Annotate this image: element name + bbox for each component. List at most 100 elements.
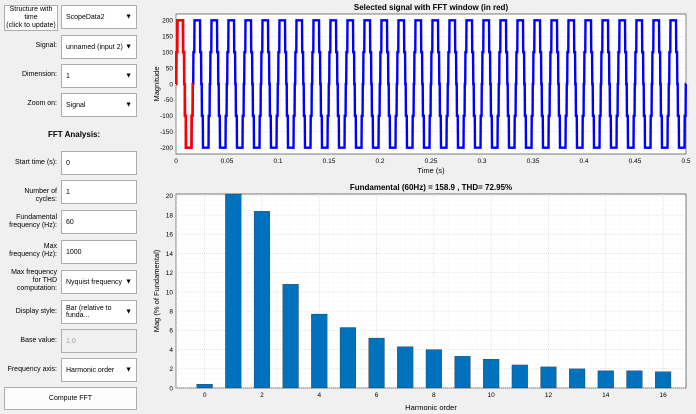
fft-bar-h0 xyxy=(197,384,213,388)
frequency-axis-label: Frequency axis: xyxy=(4,366,57,374)
structure-update-button[interactable]: Structure with time (click to update) xyxy=(4,5,58,31)
fft-chart-title: Fundamental (60Hz) = 158.9 , THD= 72.95% xyxy=(350,183,512,192)
thd-frequency-label: Max frequency for THD computation: xyxy=(4,269,57,293)
cycles-label: Number of cycles: xyxy=(4,188,57,204)
signal-ytick-label: -50 xyxy=(164,97,174,104)
signal-value: unnamed (input 2) xyxy=(66,44,123,51)
fft-xtick-label: 0 xyxy=(203,392,207,399)
signal-xtick-label: 0.4 xyxy=(579,158,588,165)
signal-xtick-label: 0.2 xyxy=(375,158,384,165)
fft-xtick-label: 14 xyxy=(602,392,610,399)
chevron-down-icon: ▼ xyxy=(125,367,132,374)
fft-xtick-label: 16 xyxy=(659,392,667,399)
dimension-value: 1 xyxy=(66,73,70,80)
signal-chart-title: Selected signal with FFT window (in red) xyxy=(354,3,509,12)
fft-bar-h14 xyxy=(598,371,614,388)
signal-ytick-label: -200 xyxy=(160,145,173,152)
signal-ytick-label: 150 xyxy=(162,34,173,41)
fft-ylabel: Mag (% of Fundamental) xyxy=(152,249,161,332)
signal-ytick-label: 0 xyxy=(169,81,173,88)
chevron-down-icon: ▼ xyxy=(125,309,132,316)
base-value-label: Base value: xyxy=(4,337,57,345)
signal-xtick-label: 0.1 xyxy=(273,158,282,165)
fft-bar-h6 xyxy=(369,338,385,388)
signal-xtick-label: 0.05 xyxy=(221,158,234,165)
zoom-dropdown[interactable]: Signal ▼ xyxy=(61,93,137,117)
fft-chart: Fundamental (60Hz) = 158.9 , THD= 72.95%… xyxy=(140,178,696,414)
signal-xlabel: Time (s) xyxy=(417,166,445,175)
max-frequency-input[interactable]: 1000 xyxy=(61,240,137,264)
fft-bar-h13 xyxy=(569,369,585,388)
fft-xtick-label: 10 xyxy=(488,392,496,399)
fft-xlabel: Harmonic order xyxy=(405,403,457,412)
signal-xtick-label: 0 xyxy=(174,158,178,165)
fft-ytick-label: 10 xyxy=(166,289,174,296)
zoom-value: Signal xyxy=(66,102,85,109)
chevron-down-icon: ▼ xyxy=(125,279,132,286)
fft-bar-h8 xyxy=(426,350,442,388)
fft-bar-h1 xyxy=(225,194,241,388)
thd-frequency-value: Nyquist frequency xyxy=(66,279,122,286)
structure-value: ScopeData2 xyxy=(66,14,105,21)
cycles-input[interactable]: 1 xyxy=(61,180,137,204)
fft-bar-h10 xyxy=(483,359,499,388)
signal-ytick-label: 100 xyxy=(162,49,173,56)
signal-label: Signal: xyxy=(4,42,57,50)
dimension-label: Dimension: xyxy=(4,71,57,79)
fft-ytick-label: 18 xyxy=(166,212,174,219)
base-value-input: 1.0 xyxy=(61,329,137,353)
zoom-label: Zoom on: xyxy=(4,100,57,108)
signal-ytick-label: 200 xyxy=(162,18,173,25)
fft-ytick-label: 20 xyxy=(166,193,174,200)
frequency-axis-dropdown[interactable]: Harmonic order ▼ xyxy=(61,358,137,382)
fft-xtick-label: 8 xyxy=(432,392,436,399)
fft-ytick-label: 0 xyxy=(169,385,173,392)
start-time-input[interactable]: 0 xyxy=(61,151,137,175)
fft-ytick-label: 12 xyxy=(166,270,174,277)
display-style-label: Display style: xyxy=(4,308,57,316)
signal-xtick-label: 0.45 xyxy=(629,158,642,165)
dimension-dropdown[interactable]: 1 ▼ xyxy=(61,64,137,88)
signal-chart: Selected signal with FFT window (in red)… xyxy=(140,0,696,176)
fft-ytick-label: 2 xyxy=(169,366,173,373)
start-time-label: Start time (s): xyxy=(4,159,57,167)
fft-bar-h5 xyxy=(340,327,356,388)
fft-bar-h16 xyxy=(655,372,671,388)
signal-xtick-label: 0.35 xyxy=(527,158,540,165)
chevron-down-icon: ▼ xyxy=(125,73,132,80)
fft-ytick-label: 8 xyxy=(169,308,173,315)
signal-dropdown[interactable]: unnamed (input 2) ▼ xyxy=(61,35,137,59)
chevron-down-icon: ▼ xyxy=(125,14,132,21)
fft-bar-h7 xyxy=(397,347,413,388)
fft-xtick-label: 4 xyxy=(317,392,321,399)
frequency-axis-value: Harmonic order xyxy=(66,367,114,374)
max-frequency-label: Max frequency (Hz): xyxy=(4,243,57,259)
thd-frequency-dropdown[interactable]: Nyquist frequency ▼ xyxy=(61,270,137,294)
signal-xtick-label: 0.25 xyxy=(425,158,438,165)
signal-ylabel: Magnitude xyxy=(152,66,161,101)
signal-ytick-label: -150 xyxy=(160,129,173,136)
fft-bar-h2 xyxy=(254,211,270,388)
display-style-dropdown[interactable]: Bar (relative to funda... ▼ xyxy=(61,300,137,324)
fundamental-frequency-input[interactable]: 60 xyxy=(61,210,137,234)
structure-dropdown[interactable]: ScopeData2 ▼ xyxy=(61,5,137,29)
fft-bar-h9 xyxy=(455,356,471,388)
fft-bar-h11 xyxy=(512,365,528,388)
signal-xtick-label: 0.15 xyxy=(323,158,336,165)
fft-bar-h12 xyxy=(541,367,557,388)
fft-bar-h3 xyxy=(283,284,299,388)
fft-xtick-label: 2 xyxy=(260,392,264,399)
chevron-down-icon: ▼ xyxy=(125,102,132,109)
fft-ytick-label: 16 xyxy=(166,232,174,239)
signal-ytick-label: -100 xyxy=(160,113,173,120)
fundamental-frequency-label: Fundamental frequency (Hz): xyxy=(4,214,57,230)
fft-bar-h4 xyxy=(311,314,327,388)
fft-ytick-label: 4 xyxy=(169,347,173,354)
signal-xtick-label: 0.5 xyxy=(681,158,690,165)
fft-ytick-label: 6 xyxy=(169,328,173,335)
chevron-down-icon: ▼ xyxy=(125,44,132,51)
compute-fft-button[interactable]: Compute FFT xyxy=(4,387,137,410)
signal-ytick-label: 50 xyxy=(166,65,174,72)
fft-bar-h15 xyxy=(627,371,643,388)
signal-xtick-label: 0.3 xyxy=(477,158,486,165)
